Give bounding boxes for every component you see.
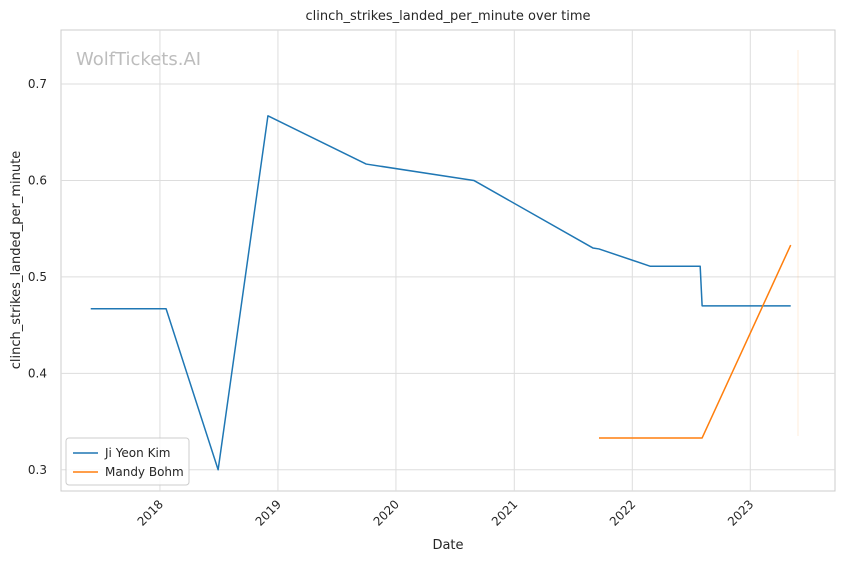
legend-label-ji-yeon-kim: Ji Yeon Kim [104,446,170,460]
y-gridlines [61,83,835,471]
y-axis-ticks: 0.3 0.4 0.5 0.6 0.7 [28,77,47,477]
y-tick-label: 0.4 [28,366,47,380]
series-line-mandy-bohm [598,244,792,439]
legend: Ji Yeon Kim Mandy Bohm [65,437,190,486]
legend-box [65,437,190,486]
plot-area: WolfTickets.AI [60,29,836,492]
y-axis-label: clinch_strikes_landed_per_minute [9,151,24,369]
legend-label-mandy-bohm: Mandy Bohm [105,465,184,479]
x-axis-label: Date [432,538,463,553]
plot-frame [60,29,836,492]
y-tick-label: 0.6 [28,173,47,187]
x-gridlines [159,30,751,491]
series-layer [90,115,792,471]
watermark: WolfTickets.AI [76,49,201,70]
y-tick-label: 0.3 [28,463,47,477]
y-tick-label: 0.5 [28,270,47,284]
chart-title: clinch_strikes_landed_per_minute over ti… [305,9,590,24]
y-tick-label: 0.7 [28,77,47,91]
series-line-ji-yeon-kim [90,115,791,471]
